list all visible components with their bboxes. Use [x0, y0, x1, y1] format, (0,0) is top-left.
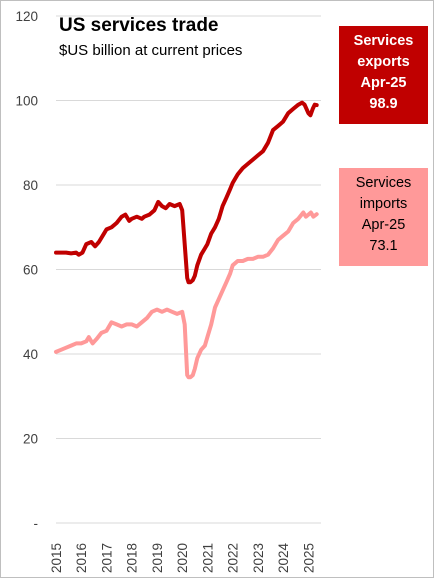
chart-subtitle: $US billion at current prices: [59, 42, 243, 59]
y-axis: - 20 40 60 80 100 120: [15, 9, 38, 531]
exports-callout-line: Apr-25: [360, 75, 407, 91]
x-tick-label: 2022: [226, 543, 241, 573]
x-tick-label: 2017: [99, 543, 114, 573]
imports-callout: Services imports Apr-25 73.1: [339, 168, 428, 266]
y-tick-label: 80: [23, 178, 38, 193]
y-tick-label: 20: [23, 432, 38, 447]
y-tick-label: -: [34, 516, 39, 531]
x-tick-label: 2023: [251, 543, 266, 573]
y-tick-label: 40: [23, 347, 38, 362]
x-tick-label: 2019: [150, 543, 165, 573]
x-tick-label: 2024: [276, 542, 291, 573]
x-tick-label: 2018: [125, 543, 140, 573]
exports-callout-value: 98.9: [369, 96, 398, 112]
imports-callout-line: Services: [355, 175, 412, 191]
x-tick-label: 2020: [175, 543, 190, 573]
imports-callout-value: 73.1: [369, 238, 398, 254]
y-tick-label: 60: [23, 263, 38, 278]
y-tick-label: 120: [15, 9, 38, 24]
imports-series-line: [54, 210, 319, 380]
exports-callout: Services exports Apr-25 98.9: [339, 26, 428, 124]
x-axis: 2015 2016 2017 2018 2019 2020 2021 2022 2023 2024…: [49, 542, 316, 573]
imports-callout-line: imports: [359, 196, 408, 212]
exports-callout-line: Services: [353, 33, 414, 49]
x-tick-label: 2015: [49, 543, 64, 573]
imports-callout-line: Apr-25: [361, 217, 406, 233]
gridlines: [56, 15, 321, 524]
x-tick-label: 2021: [200, 543, 215, 573]
x-tick-label: 2016: [74, 543, 89, 573]
exports-series-line: [54, 100, 319, 285]
series-lines: [54, 100, 319, 380]
exports-callout-line: exports: [357, 54, 410, 70]
x-tick-label: 2025: [301, 543, 316, 573]
chart-title: US services trade: [59, 15, 219, 36]
y-tick-label: 100: [15, 94, 38, 109]
